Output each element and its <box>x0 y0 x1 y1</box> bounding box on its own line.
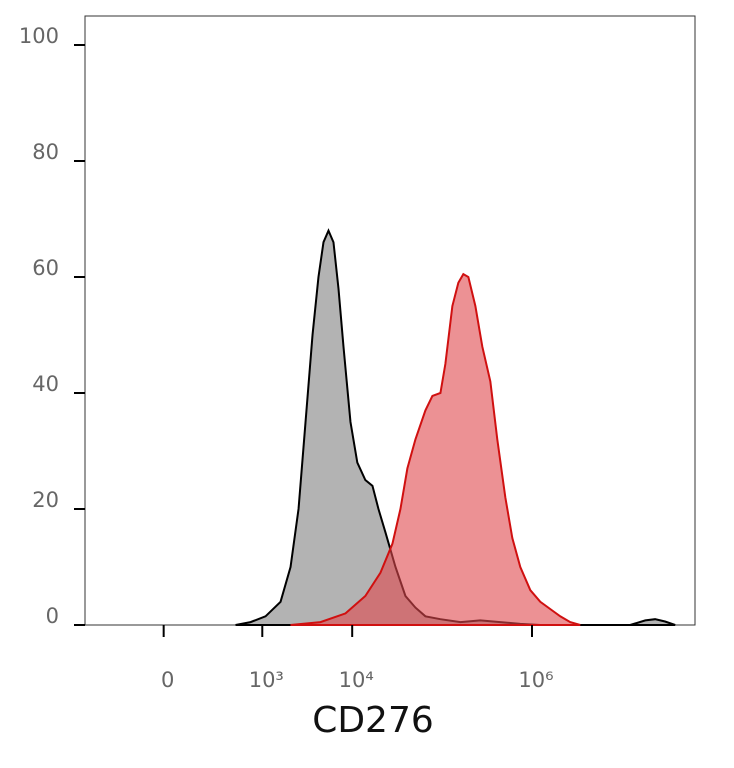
y-tick-label: 0 <box>46 604 59 628</box>
x-axis-title: CD276 <box>312 700 434 741</box>
x-tick-label: 10⁶ <box>518 668 553 692</box>
x-tick-label: 10³ <box>249 668 284 692</box>
y-tick-label: 80 <box>32 140 59 164</box>
plot-frame <box>84 15 696 626</box>
y-tick-label: 40 <box>32 372 59 396</box>
y-tick-label: 100 <box>19 24 59 48</box>
y-tick-label: 20 <box>32 488 59 512</box>
x-tick-label: 0 <box>161 668 174 692</box>
x-tick-label: 10⁴ <box>339 668 374 692</box>
y-tick-label: 60 <box>32 256 59 280</box>
histogram <box>290 272 581 626</box>
